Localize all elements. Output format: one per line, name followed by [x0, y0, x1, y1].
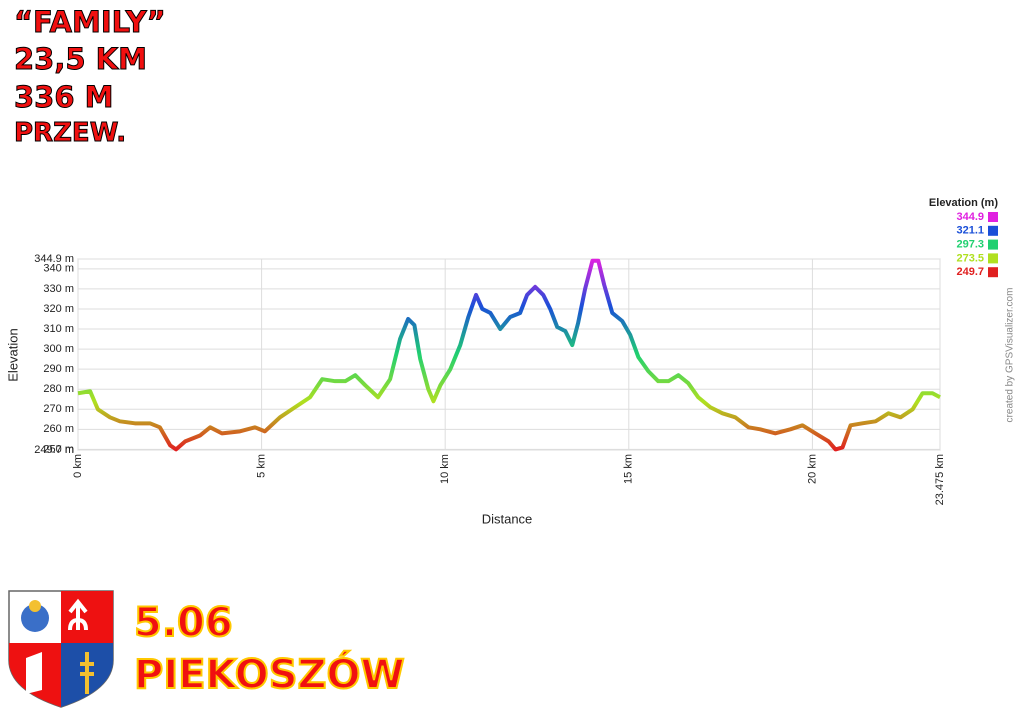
legend-label: 344.9 [956, 211, 984, 223]
legend-swatch [988, 225, 998, 236]
header-line: 23,5 KM [14, 42, 148, 76]
header-line: 336 M [14, 80, 114, 114]
legend-swatch [988, 253, 998, 264]
plot-frame [77, 258, 941, 451]
y-tick-label: 260 m [43, 423, 74, 435]
credit: created by GPSVisualizer.com [1005, 288, 1016, 423]
y-tick-label: 330 m [43, 283, 74, 295]
y-tick-label: 250 m [43, 443, 74, 455]
date: 5.06 [133, 600, 234, 646]
x-tick-label: 20 km [806, 454, 818, 484]
x-tick-label: 10 km [439, 454, 451, 484]
y-tick-label: 249.7 m [34, 444, 74, 456]
x-axis-label: Distance [482, 511, 533, 526]
x-tick-label: 5 km [256, 454, 268, 478]
x-tick-label: 15 km [623, 454, 635, 484]
legend-swatch [988, 239, 998, 250]
x-tick-label: 23.475 km [934, 454, 946, 505]
y-tick-label: 310 m [43, 323, 74, 335]
legend-label: 249.7 [956, 266, 984, 278]
y-tick-label: 280 m [43, 383, 74, 395]
legend-label: 273.5 [956, 252, 984, 264]
y-tick-label: 320 m [43, 303, 74, 315]
place: PIEKOSZÓW [133, 652, 406, 698]
y-tick-label: 290 m [43, 363, 74, 375]
legend-swatch [988, 212, 998, 222]
header-line: PRZEW. [13, 118, 127, 148]
y-tick-label: 300 m [43, 343, 74, 355]
header-line: “FAMILY” [14, 5, 167, 39]
legend-swatch [988, 267, 998, 278]
y-axis-label: Elevation [5, 328, 20, 381]
y-tick-label: 344.9 m [34, 253, 74, 265]
coat-of-arms [8, 590, 114, 708]
legend-label: 321.1 [956, 225, 984, 237]
legend-title: Elevation (m) [929, 197, 998, 209]
legend-label: 297.3 [956, 239, 984, 251]
y-tick-label: 340 m [43, 263, 74, 275]
x-tick-label: 0 km [72, 454, 84, 478]
y-tick-label: 270 m [43, 403, 74, 415]
elevation-line [77, 258, 941, 452]
